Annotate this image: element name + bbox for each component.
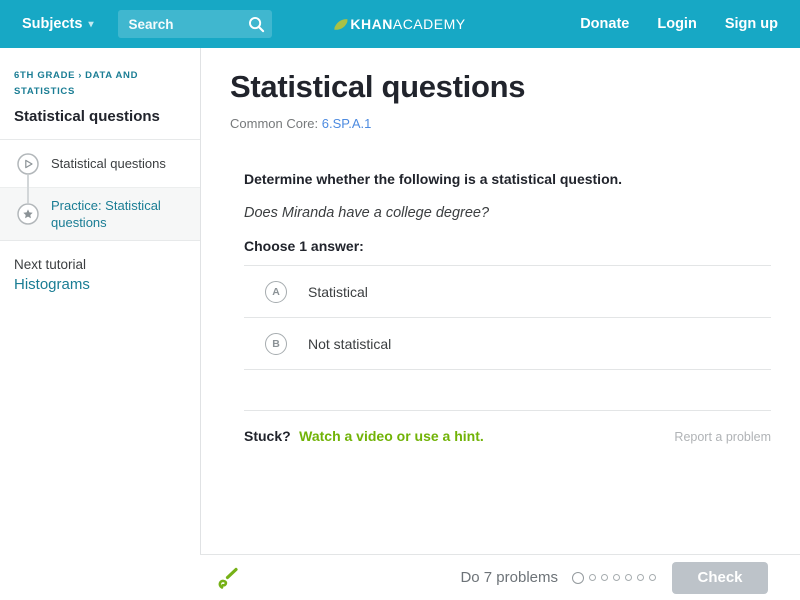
sidebar-item-practice[interactable]: Practice: Statistical questions xyxy=(0,187,200,242)
watch-video-hint-link[interactable]: Watch a video or use a hint. xyxy=(299,428,484,444)
sidebar-item-video[interactable]: Statistical questions xyxy=(0,140,200,187)
next-tutorial-label: Next tutorial xyxy=(14,257,87,273)
progress-dots xyxy=(572,571,656,584)
choice-label: Not statistical xyxy=(308,335,392,352)
page-title: Statistical questions xyxy=(230,69,526,104)
search-input[interactable] xyxy=(128,16,249,32)
subjects-menu-button[interactable]: Subjects ▾ xyxy=(22,16,93,32)
subjects-label: Subjects xyxy=(22,16,83,32)
question-text: Does Miranda have a college degree? xyxy=(244,205,490,221)
do-problems-label: Do 7 problems xyxy=(460,569,558,586)
choice-statistical[interactable]: A Statistical xyxy=(244,266,771,318)
progress-dot xyxy=(637,574,644,581)
breadcrumb-grade-link[interactable]: 6th grade xyxy=(14,70,76,81)
leaf-icon xyxy=(334,18,348,30)
next-tutorial-link[interactable]: Histograms xyxy=(14,276,90,294)
breadcrumb-topic-link[interactable]: Data and statistics xyxy=(14,70,139,97)
choice-label: Statistical xyxy=(308,283,368,300)
sidebar-item-label: Statistical questions xyxy=(51,156,166,172)
progress-dot xyxy=(601,574,608,581)
play-circle-icon xyxy=(17,152,39,175)
tutorial-title: Statistical questions xyxy=(14,108,160,126)
breadcrumb: 6th grade › Data and statistics xyxy=(14,68,186,99)
header-links: Donate Login Sign up xyxy=(580,16,778,32)
logo-text-khan: KHAN xyxy=(350,16,393,32)
star-circle-icon xyxy=(17,203,39,226)
search-box[interactable] xyxy=(118,10,273,38)
logo-text-academy: ACADEMY xyxy=(392,16,466,32)
donate-link[interactable]: Donate xyxy=(580,16,630,32)
report-problem-link[interactable]: Report a problem xyxy=(674,430,771,444)
exercise-content: Statistical questions Common Core: 6.SP.… xyxy=(201,48,800,554)
tutorial-item-list: Statistical questions Practice: Statisti… xyxy=(0,139,200,242)
next-tutorial-section: Next tutorial Histograms xyxy=(14,257,186,294)
sidebar-item-label: Practice: Statistical questions xyxy=(51,197,161,231)
progress-dot xyxy=(625,574,632,581)
question-card: Determine whether the following is a sta… xyxy=(244,171,771,446)
breadcrumb-separator: › xyxy=(78,70,83,81)
check-button[interactable]: Check xyxy=(672,561,768,594)
progress-dot xyxy=(572,571,584,584)
hint-area-divider xyxy=(244,370,771,411)
radio-choice-b-icon[interactable]: B xyxy=(265,332,287,355)
login-link[interactable]: Login xyxy=(657,16,697,32)
stuck-row: Stuck? Watch a video or use a hint. Repo… xyxy=(244,428,771,446)
stuck-label: Stuck? xyxy=(244,428,291,444)
common-core-standard-link[interactable]: 6.SP.A.1 xyxy=(321,116,372,131)
progress-dot xyxy=(649,574,656,581)
choice-not-statistical[interactable]: B Not statistical xyxy=(244,318,771,370)
question-prompt: Determine whether the following is a sta… xyxy=(244,171,623,187)
progress-dot xyxy=(589,574,596,581)
search-icon[interactable] xyxy=(248,16,265,33)
exercise-footer: Do 7 problems Check xyxy=(200,554,800,600)
chevron-down-icon: ▾ xyxy=(88,18,94,30)
choose-answer-label: Choose 1 answer: xyxy=(244,238,364,254)
common-core-label: Common Core: xyxy=(230,116,319,131)
sprout-icon xyxy=(216,564,241,591)
common-core-line: Common Core: 6.SP.A.1 xyxy=(230,116,771,131)
answer-choices: A Statistical B Not statistical xyxy=(244,265,771,370)
progress-dot xyxy=(613,574,620,581)
radio-choice-a-icon[interactable]: A xyxy=(265,280,287,303)
khan-academy-logo[interactable]: KHAN ACADEMY xyxy=(334,0,465,48)
lesson-sidebar: 6th grade › Data and statistics Statistica… xyxy=(0,48,201,600)
progress-connector-line xyxy=(27,163,29,216)
signup-link[interactable]: Sign up xyxy=(724,16,778,32)
